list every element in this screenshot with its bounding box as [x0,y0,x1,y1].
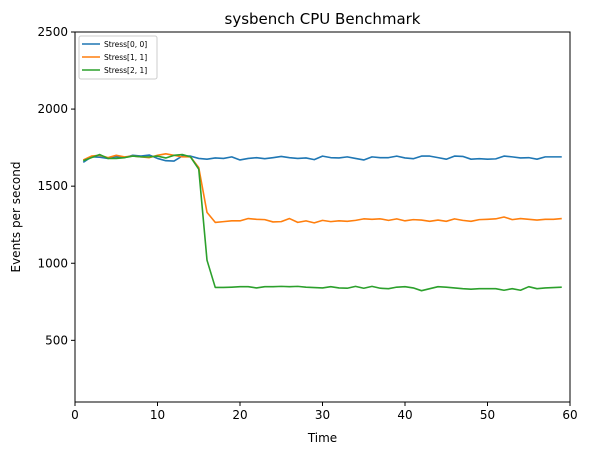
y-tick-label: 2500 [37,25,68,39]
y-tick-label: 500 [45,333,68,347]
legend-box [78,35,158,80]
x-axis-ticks: 0 10 20 30 40 50 60 [71,402,578,422]
plot-area [75,32,570,402]
x-tick-label: 50 [480,408,495,422]
legend-label-1: Stress[1, 1] [104,53,147,62]
y-tick-label: 1500 [37,179,68,193]
y-tick-label: 2000 [37,102,68,116]
x-tick-label: 40 [397,408,412,422]
series-lines [82,152,562,292]
plot-frame [74,31,571,403]
x-tick-label: 10 [150,408,165,422]
x-tick-label: 30 [315,408,330,422]
legend-label-2: Stress[2, 1] [104,66,147,75]
legend: Stress[0, 0] Stress[1, 1] Stress[2, 1] [78,35,158,80]
series-line-0 [82,154,562,163]
x-tick-label: 0 [71,408,79,422]
y-tick-label: 1000 [37,256,68,270]
series-line-2 [82,153,562,292]
series-line-1 [82,152,562,224]
x-tick-label: 20 [232,408,247,422]
x-axis-label: Time [307,431,337,445]
chart-title: sysbench CPU Benchmark [225,10,421,28]
legend-label-0: Stress[0, 0] [104,40,147,49]
y-axis-ticks: 500 1000 1500 2000 2500 [37,25,75,347]
x-tick-label: 60 [562,408,577,422]
y-axis-label: Events per second [9,162,23,273]
